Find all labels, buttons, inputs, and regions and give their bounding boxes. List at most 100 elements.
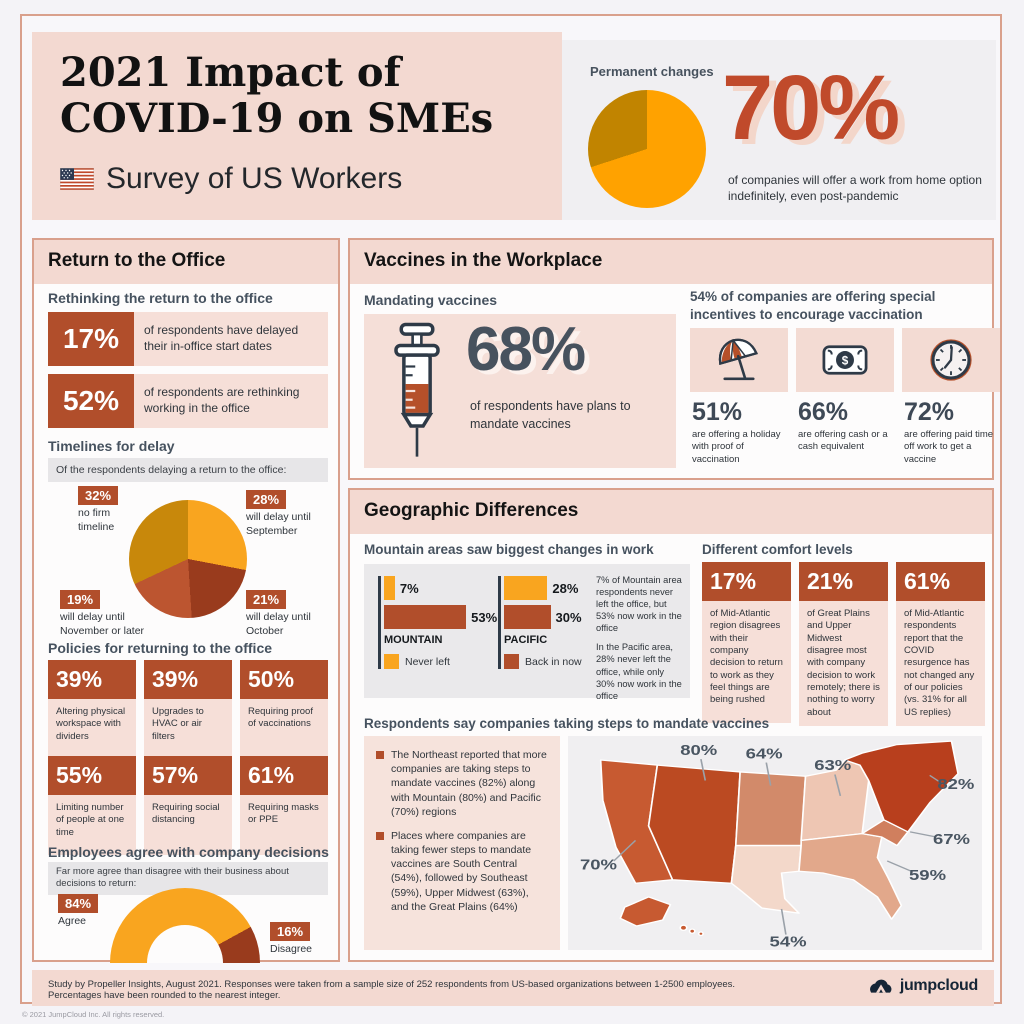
- us-flag-icon: [60, 168, 94, 190]
- map-region-northeast: [843, 740, 959, 833]
- cash-icon: $: [822, 345, 868, 375]
- comfort-card: 21% of Great Plains and Upper Midwest dis…: [799, 562, 888, 727]
- us-choropleth-map: 80% 64% 63% 82% 67% 59% 54% 70%: [568, 736, 982, 950]
- agreement-gauge-chart: [110, 888, 260, 963]
- mandating-heading: Mandating vaccines: [364, 292, 498, 308]
- bar-value: 7%: [399, 580, 419, 596]
- map-region-hawaii: [697, 931, 704, 937]
- disagree-label: Disagree: [270, 943, 313, 955]
- bullet-square-icon: [376, 751, 384, 759]
- policy-card: 55% Limiting number of people at one time: [48, 756, 136, 855]
- map-label-great-plains: 64%: [746, 745, 783, 762]
- disagree-badge: 16%: [270, 922, 311, 941]
- policy-cards-row1: 39% Altering physical workspace with divi…: [48, 660, 328, 759]
- map-label-southeast: 59%: [909, 867, 946, 884]
- bar-value: 53%: [471, 609, 498, 625]
- return-to-office-header: Return to the Office: [34, 240, 338, 284]
- agreement-gauge-area: 84% Agree 16% Disagree: [48, 888, 328, 963]
- us-map-svg: 80% 64% 63% 82% 67% 59% 54% 70%: [580, 740, 975, 950]
- comfort-card: 17% of Mid-Atlantic region disagrees with…: [702, 562, 791, 726]
- page-title: 2021 Impact of COVID-19 on SMEs: [60, 50, 493, 142]
- bar-category: MOUNTAIN: [384, 634, 443, 646]
- map-label-northeast: 82%: [937, 776, 974, 793]
- map-label-mountain: 80%: [680, 742, 717, 759]
- stat-row-delayed: 17% of respondents have delayed their in…: [48, 312, 328, 366]
- timelines-pie-chart: [129, 500, 247, 618]
- study-note: Study by Propeller Insights, August 2021…: [48, 979, 736, 1001]
- incentive-value: 72%: [904, 398, 955, 426]
- policy-card: 61% Requiring masks or PPE: [240, 756, 328, 855]
- permanent-changes-label: Permanent changes: [590, 64, 714, 79]
- syringe-icon: [394, 322, 440, 457]
- permanent-changes-section: Permanent changes 70% of companies will …: [562, 40, 996, 220]
- jumpcloud-logo-icon: [869, 979, 892, 993]
- slice-badge: 28%: [246, 490, 287, 509]
- return-to-office-panel: Return to the Office Rethinking the retu…: [32, 238, 340, 963]
- stat-value: 17%: [48, 312, 134, 366]
- agreement-heading: Employees agree with company decisions: [48, 844, 329, 860]
- title-line1: 2021 Impact of: [60, 49, 401, 96]
- vaccines-panel: Vaccines in the Workplace Mandating vacc…: [348, 238, 1000, 480]
- map-bullets: The Northeast reported that more compani…: [364, 736, 560, 950]
- map-region-hawaii: [688, 928, 696, 934]
- timelines-note: Of the respondents delaying a return to …: [48, 458, 328, 482]
- mandate-stat-box: 68% of respondents have plans to mandate…: [364, 314, 676, 468]
- stat-value: 52%: [48, 374, 134, 428]
- stat-text: of respondents are rethinking working in…: [144, 385, 300, 415]
- slice-label: will delay until November or later: [60, 611, 145, 637]
- brand-logo: jumpcloud: [867, 976, 978, 996]
- policy-card: 39% Upgrades to HVAC or air filters: [144, 660, 232, 759]
- copyright-text: © 2021 JumpCloud Inc. All rights reserve…: [22, 1010, 165, 1019]
- map-heading: Respondents say companies taking steps t…: [364, 716, 770, 731]
- slice-label: will delay until October: [246, 611, 311, 637]
- vaccines-header: Vaccines in the Workplace: [350, 240, 992, 284]
- map-region-southeast: [798, 832, 903, 920]
- incentive-text: are offering cash or a cash equivalent: [798, 429, 888, 453]
- geographic-header: Geographic Differences: [350, 490, 992, 534]
- map-label-south-central: 54%: [770, 933, 807, 950]
- map-label-mid-atlantic: 67%: [933, 831, 970, 848]
- bar-category: PACIFIC: [504, 634, 548, 646]
- legend-never-left: Never left: [384, 654, 497, 669]
- incentive-text: are offering a holiday with proof of vac…: [692, 429, 781, 465]
- page-subtitle: Survey of US Workers: [106, 162, 403, 195]
- footer: Study by Propeller Insights, August 2021…: [32, 970, 994, 1006]
- slice-badge: 32%: [78, 486, 119, 505]
- policies-heading: Policies for returning to the office: [48, 640, 273, 656]
- timelines-pie-area: 32% no firm timeline 28% will delay unti…: [48, 486, 328, 637]
- stat-text: of respondents have delayed their in-off…: [144, 323, 299, 353]
- policy-cards-row2: 55% Limiting number of people at one time…: [48, 756, 328, 855]
- incentive-value: 66%: [798, 398, 849, 426]
- bullet-square-icon: [376, 831, 384, 840]
- rethinking-heading: Rethinking the return to the office: [48, 290, 273, 306]
- timelines-heading: Timelines for delay: [48, 438, 175, 454]
- permanent-changes-caption: of companies will offer a work from home…: [728, 173, 982, 204]
- clock-icon: [930, 339, 972, 381]
- bullet-item: Places where companies are taking fewer …: [376, 829, 548, 914]
- incentive-cards: 51% are offering a holiday with proof of…: [690, 328, 1000, 466]
- comfort-card: 61% of Mid-Atlantic respondents report th…: [896, 562, 985, 727]
- svg-text:$: $: [842, 354, 849, 367]
- bar-group-pacific: 28% 30% PACIFIC Back in now: [498, 576, 582, 669]
- mandate-stat: 68%: [466, 315, 586, 384]
- incentive-card-cash: $ 66% are offering cash or a cash equiva…: [796, 328, 894, 466]
- policy-card: 39% Altering physical workspace with divi…: [48, 660, 136, 759]
- policy-card: 50% Requiring proof of vaccinations: [240, 660, 328, 759]
- header: 2021 Impact of COVID-19 on SMEs Survey o…: [32, 32, 562, 220]
- map-region-hawaii: [679, 924, 688, 931]
- mandate-caption: of respondents have plans to mandate vac…: [470, 399, 631, 431]
- brand-name: jumpcloud: [899, 977, 978, 994]
- chart-explainer: 7% of Mountain area respondents never le…: [596, 575, 682, 701]
- slice-badge: 19%: [60, 590, 101, 609]
- region-bar-chart: 7% 53% MOUNTAIN Never left 28% 30% PACIF…: [364, 564, 690, 701]
- title-line2: COVID-19 on SMEs: [60, 95, 494, 142]
- mountain-chart-heading: Mountain areas saw biggest changes in wo…: [364, 542, 654, 557]
- slice-badge: 21%: [246, 590, 287, 609]
- infographic-frame: 2021 Impact of COVID-19 on SMEs Survey o…: [20, 14, 1002, 1006]
- map-label-pacific: 70%: [580, 856, 617, 873]
- geographic-panel: Geographic Differences Mountain areas sa…: [348, 488, 994, 962]
- comfort-cards: 17% of Mid-Atlantic region disagrees with…: [702, 562, 985, 727]
- bullet-item: The Northeast reported that more compani…: [376, 748, 548, 819]
- map-region-alaska: [619, 896, 672, 927]
- incentive-value: 51%: [692, 398, 743, 426]
